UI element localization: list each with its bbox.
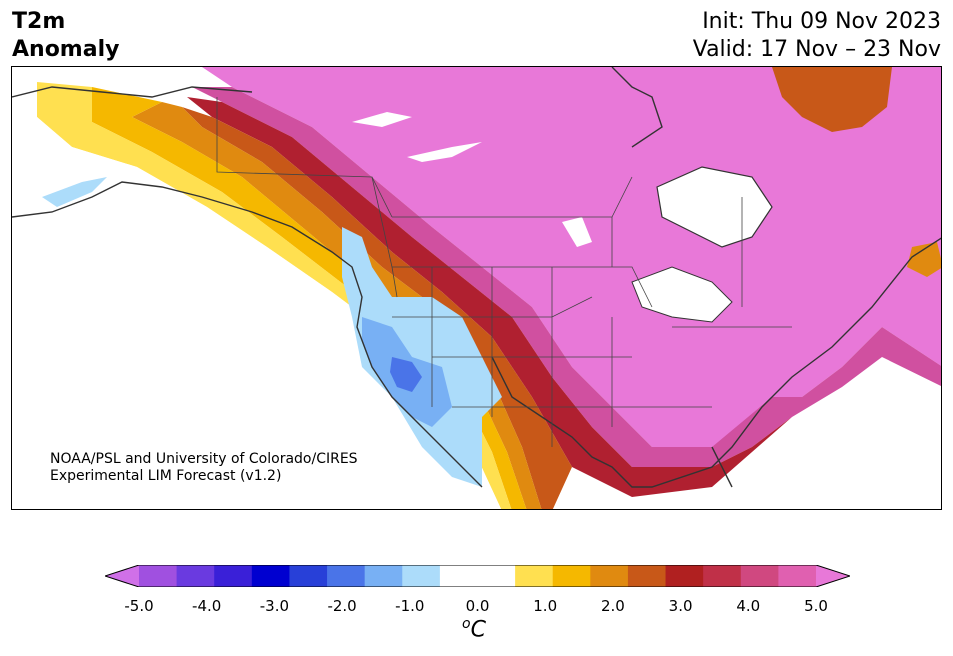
colorbar-segment [552, 565, 591, 587]
init-date: Init: Thu 09 Nov 2023 [702, 9, 941, 34]
colorbar-segment [477, 565, 516, 587]
colorbar-tick-label: 1.0 [533, 597, 558, 615]
anomaly-region-alaska-blue [42, 177, 107, 207]
northern-lake-2 [407, 142, 482, 162]
colorbar-tick-label: -5.0 [124, 597, 154, 615]
northern-lake-1 [352, 112, 412, 127]
anomaly-region-yellow [37, 82, 512, 509]
colorbar-segment [778, 565, 817, 587]
colorbar-tick-label: -1.0 [395, 597, 425, 615]
anomaly-region-pink [202, 67, 941, 447]
colorbar-segment [139, 565, 178, 587]
colorbar-tick-label: 3.0 [668, 597, 693, 615]
colorbar-segment [402, 565, 441, 587]
colorbar-segment [665, 565, 704, 587]
colorbar-tick-label: 5.0 [804, 597, 828, 615]
colorbar-tick-label: 0.0 [465, 597, 490, 615]
anomaly-region-greenland [772, 67, 892, 132]
anomaly-map[interactable]: NOAA/PSL and University of Colorado/CIRE… [11, 66, 942, 510]
colorbar-segment [590, 565, 629, 587]
valid-range: Valid: 17 Nov – 23 Nov [692, 37, 941, 62]
coastlines [12, 67, 941, 488]
colorbar-tick-label: 2.0 [600, 597, 625, 615]
anomaly-region-crimson [187, 97, 792, 497]
anomaly-region-lightblue [342, 227, 502, 487]
colorbar-segment [176, 565, 215, 587]
colorbar-tick-label: 4.0 [736, 597, 761, 615]
credit-line-1: NOAA/PSL and University of Colorado/CIRE… [50, 451, 358, 467]
anomaly-region-magenta [192, 87, 941, 467]
colorbar-segment [289, 565, 328, 587]
great-lakes [631, 266, 733, 323]
colorbar-tick-label: -4.0 [192, 597, 222, 615]
northern-lake-3 [562, 217, 592, 247]
title-subtitle: Anomaly [12, 37, 120, 62]
colorbar-segment [703, 565, 742, 587]
anomaly-region-gold [92, 87, 527, 509]
colorbar-segment [515, 565, 554, 587]
colorbar-extend-right [816, 565, 850, 587]
anomaly-region-newfoundland [907, 242, 941, 277]
map-canvas [12, 67, 941, 509]
colorbar-segment [327, 565, 366, 587]
unit-label: oC [462, 616, 486, 642]
colorbar-segment [214, 565, 253, 587]
credit-line-2: Experimental LIM Forecast (v1.2) [50, 468, 282, 484]
political-borders [216, 97, 792, 447]
map-title: T2m Anomaly [12, 8, 119, 64]
colorbar-extend-left [105, 565, 139, 587]
colorbar-segment [439, 565, 478, 587]
credit-text: NOAA/PSL and University of Colorado/CIRE… [50, 451, 358, 485]
colorbar-ticks: -5.0 -4.0 -3.0 -2.0 -1.0 0.0 1.0 2.0 3.0 4.0 5.0 [0, 597, 953, 617]
colorbar [105, 565, 850, 587]
colorbar-tick-label: -2.0 [327, 597, 357, 615]
colorbar-segment [251, 565, 290, 587]
colorbar-tick-label: -3.0 [259, 597, 290, 615]
colorbar-segment [627, 565, 667, 587]
title-variable: T2m [12, 9, 66, 34]
anomaly-region-rust [182, 107, 572, 509]
unit-celsius: C [470, 617, 486, 643]
unit-degree-symbol: o [462, 616, 471, 632]
anomaly-region-blue [390, 357, 422, 392]
hudson-bay [656, 166, 773, 248]
colorbar-segment [740, 565, 779, 587]
colorbar-segment [364, 565, 403, 587]
forecast-dates: Init: Thu 09 Nov 2023 Valid: 17 Nov – 23… [693, 8, 941, 64]
anomaly-region-neutral [12, 117, 502, 509]
